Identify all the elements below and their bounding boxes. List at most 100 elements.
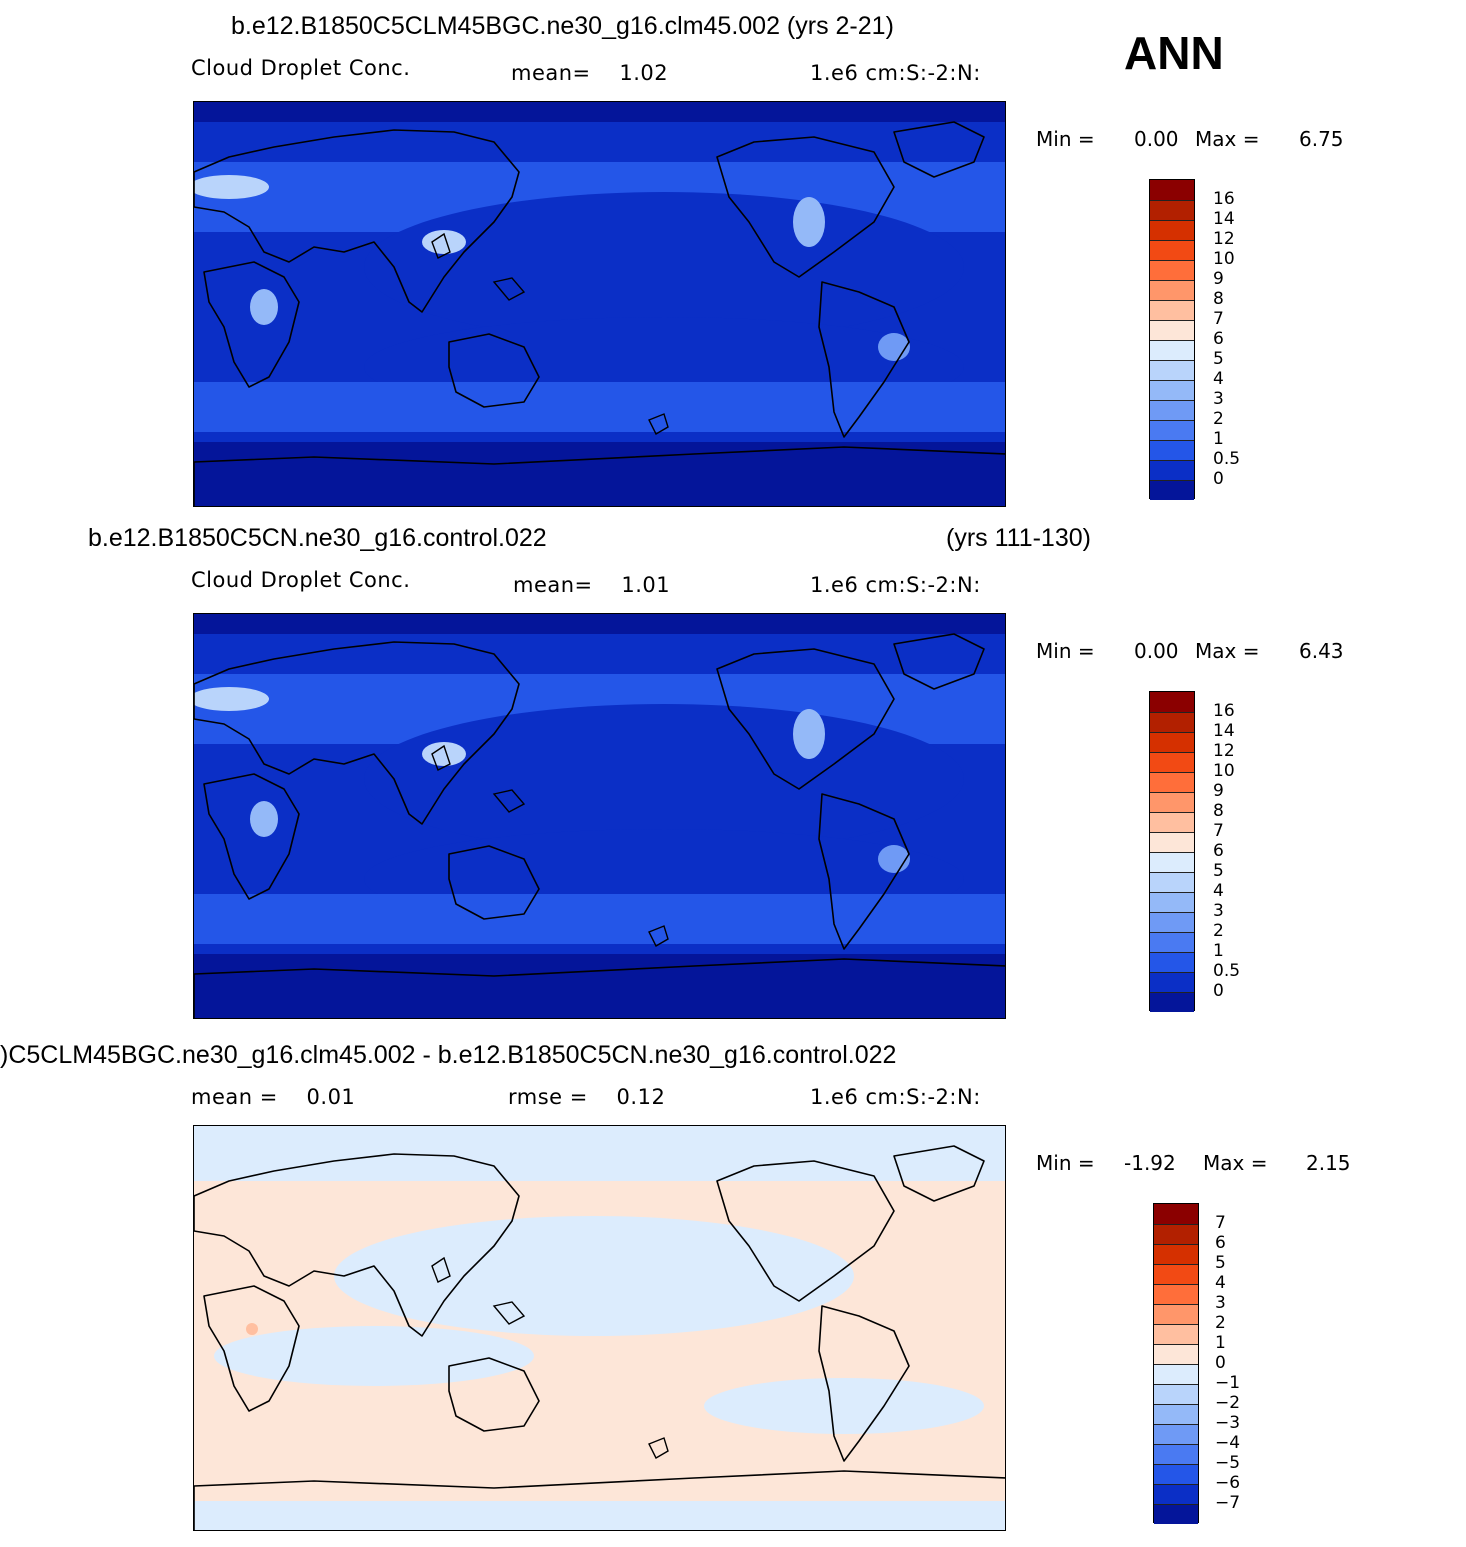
colorbar-label: 0.5 [1213,449,1241,469]
colorbar-box [1150,320,1194,340]
colorbar-box [1150,200,1194,220]
colorbar-label: 16 [1213,701,1235,721]
colorbar-box [1150,440,1194,460]
panel-3-max-label: Max = [1203,1151,1268,1175]
colorbar-label: −5 [1215,1453,1241,1473]
colorbar-label: −7 [1215,1493,1241,1513]
colorbar-label: 5 [1213,349,1224,369]
panel-3-title: )C5CLM45BGC.ne30_g16.clm45.002 - b.e12.B… [0,1041,897,1069]
island-coastline [492,1301,526,1325]
island-coastline [648,925,669,947]
colorbar-label: 3 [1213,389,1224,409]
coastline [893,633,985,690]
colorbar-label: 1 [1213,941,1224,961]
coastline [194,958,1005,1018]
colorbar-label: 2 [1213,409,1224,429]
colorbar-box [1154,1324,1198,1344]
field-band [214,1326,534,1386]
colorbar-box [1150,220,1194,240]
colorbar-box [1154,1364,1198,1384]
coastline [203,773,300,900]
coastline [194,1470,1005,1530]
colorbar-box [1150,972,1194,992]
colorbar-box [1150,280,1194,300]
colorbar-label: 4 [1213,369,1224,389]
field-high [793,709,825,759]
colorbar-box [1150,792,1194,812]
field-band [194,614,1005,634]
colorbar-box [1150,692,1194,712]
colorbar-box [1150,772,1194,792]
coastline [194,641,520,825]
colorbar-label: 0 [1213,469,1224,489]
coastline [716,648,895,790]
colorbar-label: 7 [1213,821,1224,841]
field-band [194,1126,1005,1181]
panel-1-colorbar [1149,179,1195,500]
panel-3-mean: mean = 0.01 [191,1085,356,1109]
colorbar-box [1154,1444,1198,1464]
colorbar-label: 9 [1213,781,1224,801]
panel-2-min-value: 0.00 [1134,639,1179,663]
colorbar-box [1150,360,1194,380]
panel-2-max-label: Max = [1195,639,1260,663]
colorbar-label: 14 [1213,721,1235,741]
field-high [194,175,269,199]
island-coastline [648,1437,669,1459]
colorbar-box [1150,260,1194,280]
field-band [194,894,1005,949]
panel-3-map [193,1125,1006,1531]
colorbar-box [1150,952,1194,972]
colorbar-label: 3 [1215,1293,1226,1313]
colorbar-box [1154,1284,1198,1304]
colorbar-label: 0.5 [1213,961,1241,981]
colorbar-label: 12 [1213,229,1235,249]
panel-3-max-value: 2.15 [1306,1151,1351,1175]
colorbar-label: 4 [1213,881,1224,901]
colorbar-box [1150,240,1194,260]
coastline [448,1357,540,1432]
field-high [250,801,278,837]
colorbar-label: 10 [1213,249,1235,269]
panel-1-min-value: 0.00 [1134,127,1179,151]
colorbar-label: 2 [1215,1313,1226,1333]
season-label: ANN [1124,27,1224,79]
colorbar-label: 8 [1213,289,1224,309]
panel-2-title: b.e12.B1850C5CN.ne30_g16.control.022 [88,524,547,552]
colorbar-label: 16 [1213,189,1235,209]
island-coastline [431,1256,451,1283]
island-coastline [431,232,451,259]
colorbar-label: 5 [1215,1253,1226,1273]
colorbar-box [1150,732,1194,752]
colorbar-box [1150,460,1194,480]
colorbar-label: 12 [1213,741,1235,761]
field-high [250,289,278,325]
colorbar-box [1150,712,1194,732]
colorbar-box [1154,1344,1198,1364]
coastline [893,1145,985,1202]
colorbar-box [1150,892,1194,912]
island-coastline [492,277,526,301]
colorbar-label: 1 [1215,1333,1226,1353]
coastline [448,333,540,408]
colorbar-label: −4 [1215,1433,1241,1453]
field-band [194,1501,1005,1530]
coastline [893,121,985,178]
panel-1-variable: Cloud Droplet Conc. [191,56,411,80]
field-high [422,742,466,766]
coastline [194,446,1005,506]
coastline [818,793,910,950]
island-coastline [431,744,451,771]
field-high [246,1323,258,1335]
colorbar-box [1150,180,1194,200]
panel-3-rmse: rmse = 0.12 [508,1085,666,1109]
colorbar-box [1154,1264,1198,1284]
panel-2-min-label: Min = [1036,639,1095,663]
coastline [818,281,910,438]
panel-1-units: 1.e6 cm:S:-2:N: [810,61,981,85]
colorbar-box [1154,1204,1198,1224]
colorbar-label: 6 [1213,329,1224,349]
colorbar-box [1150,812,1194,832]
panel-3-min-value: -1.92 [1124,1151,1176,1175]
colorbar-label: 10 [1213,761,1235,781]
